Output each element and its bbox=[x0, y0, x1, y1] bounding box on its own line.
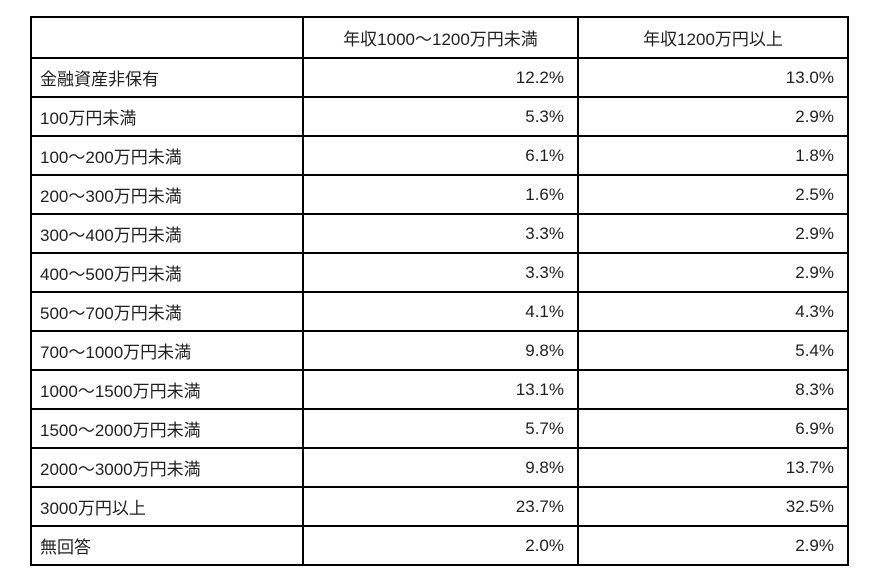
value-cell: 2.9% bbox=[577, 96, 849, 137]
value-cell: 8.3% bbox=[577, 369, 849, 410]
table-row: 3000万円以上 23.7% 32.5% bbox=[30, 486, 849, 527]
row-label: 1500〜2000万円未満 bbox=[30, 408, 304, 449]
table-row: 100〜200万円未満 6.1% 1.8% bbox=[30, 135, 849, 176]
value-cell: 2.9% bbox=[577, 525, 849, 566]
row-label: 金融資産非保有 bbox=[30, 57, 304, 98]
row-label: 300〜400万円未満 bbox=[30, 213, 304, 254]
row-label: 無回答 bbox=[30, 525, 304, 566]
row-label: 500〜700万円未満 bbox=[30, 291, 304, 332]
row-label: 700〜1000万円未満 bbox=[30, 330, 304, 371]
header-cell-income-1200-plus: 年収1200万円以上 bbox=[577, 16, 849, 59]
value-cell: 6.1% bbox=[302, 135, 579, 176]
row-label: 200〜300万円未満 bbox=[30, 174, 304, 215]
value-cell: 2.5% bbox=[577, 174, 849, 215]
value-cell: 1.6% bbox=[302, 174, 579, 215]
value-cell: 13.1% bbox=[302, 369, 579, 410]
row-label: 400〜500万円未満 bbox=[30, 252, 304, 293]
value-cell: 2.9% bbox=[577, 213, 849, 254]
table-row: 300〜400万円未満 3.3% 2.9% bbox=[30, 213, 849, 254]
value-cell: 3.3% bbox=[302, 252, 579, 293]
table-row: 400〜500万円未満 3.3% 2.9% bbox=[30, 252, 849, 293]
value-cell: 1.8% bbox=[577, 135, 849, 176]
value-cell: 5.3% bbox=[302, 96, 579, 137]
table-row: 1500〜2000万円未満 5.7% 6.9% bbox=[30, 408, 849, 449]
row-label: 1000〜1500万円未満 bbox=[30, 369, 304, 410]
value-cell: 4.1% bbox=[302, 291, 579, 332]
table-row: 100万円未満 5.3% 2.9% bbox=[30, 96, 849, 137]
row-label: 3000万円以上 bbox=[30, 486, 304, 527]
header-cell-blank bbox=[30, 16, 304, 59]
header-cell-income-1000-1200: 年収1000〜1200万円未満 bbox=[302, 16, 579, 59]
value-cell: 4.3% bbox=[577, 291, 849, 332]
value-cell: 2.0% bbox=[302, 525, 579, 566]
table-row: 無回答 2.0% 2.9% bbox=[30, 525, 849, 566]
table-row: 2000〜3000万円未満 9.8% 13.7% bbox=[30, 447, 849, 488]
value-cell: 9.8% bbox=[302, 330, 579, 371]
row-label: 2000〜3000万円未満 bbox=[30, 447, 304, 488]
value-cell: 5.4% bbox=[577, 330, 849, 371]
value-cell: 12.2% bbox=[302, 57, 579, 98]
value-cell: 6.9% bbox=[577, 408, 849, 449]
table-row: 金融資産非保有 12.2% 13.0% bbox=[30, 57, 849, 98]
row-label: 100万円未満 bbox=[30, 96, 304, 137]
value-cell: 9.8% bbox=[302, 447, 579, 488]
value-cell: 2.9% bbox=[577, 252, 849, 293]
value-cell: 3.3% bbox=[302, 213, 579, 254]
table-row: 1000〜1500万円未満 13.1% 8.3% bbox=[30, 369, 849, 410]
financial-assets-by-income-table: 年収1000〜1200万円未満 年収1200万円以上 金融資産非保有 12.2%… bbox=[30, 16, 849, 566]
value-cell: 5.7% bbox=[302, 408, 579, 449]
table-row: 700〜1000万円未満 9.8% 5.4% bbox=[30, 330, 849, 371]
table-row: 200〜300万円未満 1.6% 2.5% bbox=[30, 174, 849, 215]
table-header-row: 年収1000〜1200万円未満 年収1200万円以上 bbox=[30, 16, 849, 59]
value-cell: 13.7% bbox=[577, 447, 849, 488]
row-label: 100〜200万円未満 bbox=[30, 135, 304, 176]
value-cell: 32.5% bbox=[577, 486, 849, 527]
value-cell: 23.7% bbox=[302, 486, 579, 527]
table-row: 500〜700万円未満 4.1% 4.3% bbox=[30, 291, 849, 332]
page: 年収1000〜1200万円未満 年収1200万円以上 金融資産非保有 12.2%… bbox=[30, 16, 849, 566]
value-cell: 13.0% bbox=[577, 57, 849, 98]
